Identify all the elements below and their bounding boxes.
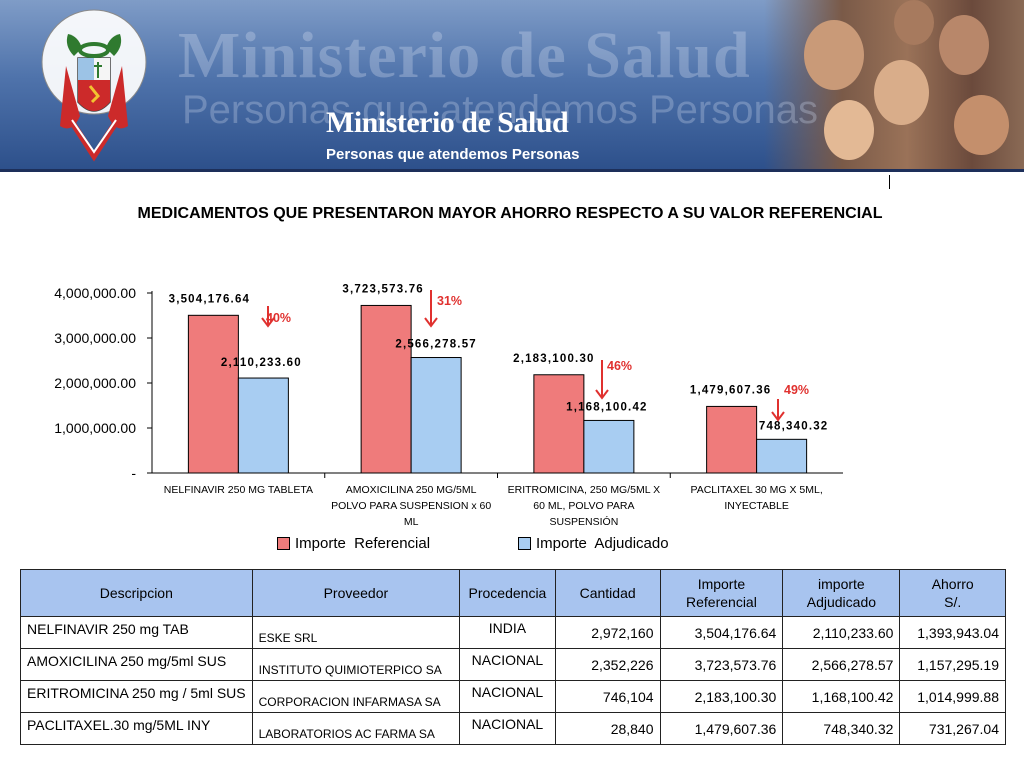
table-row: ERITROMICINA 250 mg / 5ml SUS CORPORACION… — [20, 680, 1006, 713]
bar-referencial — [187, 314, 239, 474]
cell-ahorro: 1,393,943.04 — [899, 616, 1006, 649]
col-header-importe-referencial: Importe Referencial — [659, 569, 784, 617]
ministry-logo-title: Ministerio de Salud — [326, 106, 569, 139]
bar-referencial — [360, 304, 412, 474]
y-tick-label: 1,000,000.00 — [54, 420, 136, 436]
data-label: 2,183,100.30 — [513, 353, 595, 365]
table-header-row: Descripcion Proveedor Procedencia Cantid… — [20, 569, 1006, 617]
cell-importe-referencial: 1,479,607.36 — [659, 712, 784, 745]
cell-importe-adjudicado: 1,168,100.42 — [782, 680, 901, 713]
cell-procedencia: INDIA — [459, 616, 556, 649]
savings-arrow-icon — [424, 317, 438, 328]
col-header-ahorro: Ahorro S/. — [899, 569, 1006, 617]
table-row: PACLITAXEL.30 mg/5ML INY LABORATORIOS AC … — [20, 712, 1006, 745]
savings-arrow-icon — [771, 411, 785, 422]
bar-referencial — [706, 405, 758, 474]
cell-cantidad: 746,104 — [554, 680, 661, 713]
y-tick-label: 4,000,000.00 — [54, 285, 136, 301]
savings-percent: 49% — [784, 383, 809, 397]
data-label: 3,723,573.76 — [342, 283, 424, 295]
cell-procedencia: NACIONAL — [459, 680, 556, 713]
cell-descripcion: ERITROMICINA 250 mg / 5ml SUS — [20, 680, 253, 713]
banner-divider — [0, 169, 1024, 172]
bar-adjudicado — [410, 357, 462, 474]
legend-label-adjudicado: Importe Adjudicado — [536, 534, 669, 552]
cell-proveedor: CORPORACION INFARMASA SA — [251, 680, 461, 713]
cell-cantidad: 28,840 — [554, 712, 661, 745]
category-label: AMOXICILINA 250 MG/5ML — [346, 484, 477, 496]
y-tick-label: - — [131, 465, 136, 481]
cell-procedencia: NACIONAL — [459, 712, 556, 745]
cell-descripcion: AMOXICILINA 250 mg/5ml SUS — [20, 648, 253, 681]
table-row: NELFINAVIR 250 mg TAB ESKE SRL INDIA 2,972,… — [20, 616, 1006, 649]
cell-cantidad: 2,972,160 — [554, 616, 661, 649]
category-label: SUSPENSIÓN — [549, 515, 618, 528]
savings-percent: 31% — [437, 294, 462, 308]
category-label: INYECTABLE — [724, 500, 789, 512]
col-header-proveedor: Proveedor — [251, 569, 461, 617]
cell-importe-referencial: 2,183,100.30 — [659, 680, 784, 713]
savings-arrow-icon — [261, 317, 275, 328]
cell-proveedor: LABORATORIOS AC FARMA SA — [251, 712, 461, 745]
banner-ghost-subtitle: Personas que atendemos Personas — [182, 88, 818, 132]
y-tick-label: 3,000,000.00 — [54, 330, 136, 346]
cell-importe-adjudicado: 2,110,233.60 — [782, 616, 901, 649]
bar-adjudicado — [583, 419, 635, 474]
cell-importe-adjudicado: 748,340.32 — [782, 712, 901, 745]
cell-descripcion: NELFINAVIR 250 mg TAB — [20, 616, 253, 649]
data-label: 2,566,278.57 — [395, 339, 477, 351]
bar-adjudicado — [237, 377, 289, 474]
category-label: ML — [404, 516, 419, 528]
header-banner: Ministerio de Salud Personas que atendem… — [0, 0, 1024, 172]
col-header-descripcion: Descripcion — [20, 569, 253, 617]
savings-percent: 40% — [266, 311, 291, 325]
category-label: PACLITAXEL 30 MG X 5ML, — [690, 484, 822, 496]
data-label: 2,110,233.60 — [221, 357, 302, 369]
cell-proveedor: ESKE SRL — [251, 616, 461, 649]
category-label: NELFINAVIR 250 MG TABLETA — [164, 484, 313, 496]
people-photo-collage — [764, 0, 1024, 172]
peru-coat-of-arms-icon — [41, 9, 147, 162]
table-row: AMOXICILINA 250 mg/5ml SUS INSTITUTO QUIM… — [20, 648, 1006, 681]
savings-bar-chart: - 1,000,000.00 2,000,000.00 3,000,000.00 4,0… — [54, 283, 843, 528]
data-label: 1,168,100.42 — [566, 401, 648, 413]
y-tick-label: 2,000,000.00 — [54, 375, 136, 391]
bar-referencial — [533, 374, 585, 474]
data-label: 1,479,607.36 — [690, 384, 772, 396]
cell-importe-referencial: 3,723,573.76 — [659, 648, 784, 681]
chart-title: MEDICAMENTOS QUE PRESENTARON MAYOR AHORR… — [137, 205, 883, 222]
bar-adjudicado — [756, 438, 808, 474]
cell-importe-adjudicado: 2,566,278.57 — [782, 648, 901, 681]
legend-swatch-referencial — [277, 536, 290, 550]
category-label: 60 ML, POLVO PARA — [533, 500, 634, 512]
col-header-cantidad: Cantidad — [554, 569, 661, 617]
col-header-procedencia: Procedencia — [459, 569, 556, 617]
col-header-importe-adjudicado: importe Adjudicado — [782, 569, 901, 617]
ministry-logo-subtitle: Personas que atendemos Personas — [326, 146, 580, 163]
savings-percent: 46% — [607, 359, 632, 373]
cell-descripcion: PACLITAXEL.30 mg/5ML INY — [20, 712, 253, 745]
savings-arrow-icon — [595, 389, 609, 400]
cell-ahorro: 1,157,295.19 — [899, 648, 1006, 681]
legend-swatch-adjudicado — [518, 536, 531, 550]
data-label: 3,504,176.64 — [169, 293, 251, 305]
cell-importe-referencial: 3,504,176.64 — [659, 616, 784, 649]
banner-ghost-title: Ministerio de Salud — [178, 19, 751, 92]
legend-item-referencial: Importe Referencial — [277, 533, 430, 553]
legend-item-adjudicado: Importe Adjudicado — [518, 533, 669, 553]
cell-proveedor: INSTITUTO QUIMIOTERPICO SA — [251, 648, 461, 681]
cell-ahorro: 731,267.04 — [899, 712, 1006, 745]
cell-procedencia: NACIONAL — [459, 648, 556, 681]
cell-cantidad: 2,352,226 — [554, 648, 661, 681]
cell-ahorro: 1,014,999.88 — [899, 680, 1006, 713]
text-cursor-mark — [889, 175, 890, 189]
savings-table: Descripcion Proveedor Procedencia Cantid… — [20, 569, 1006, 745]
legend-label-referencial: Importe Referencial — [295, 534, 431, 552]
data-label: 748,340.32 — [759, 420, 829, 432]
category-label: ERITROMICINA, 250 MG/5ML X — [508, 484, 660, 496]
category-label: POLVO PARA SUSPENSION x 60 — [331, 500, 491, 512]
